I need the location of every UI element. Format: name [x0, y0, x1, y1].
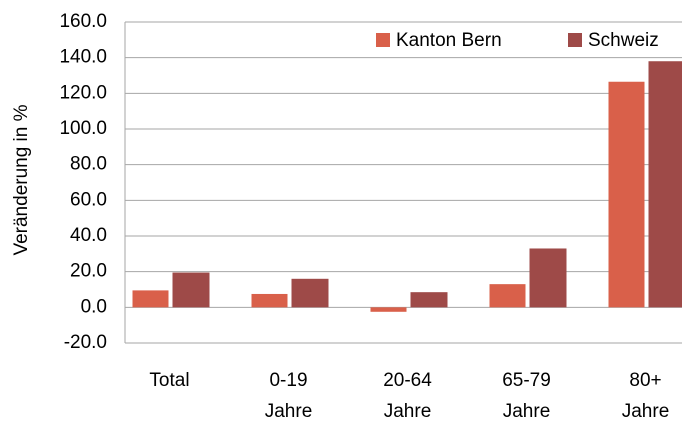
x-tick-label: 65-79 Jahre [502, 370, 551, 422]
y-axis-title: Veränderung in % [11, 104, 32, 255]
y-tick-label: 60.0 [70, 189, 107, 210]
x-tick-label: 0-19 Jahre [264, 370, 313, 422]
bar [132, 290, 169, 308]
bar [529, 248, 567, 308]
bar [251, 293, 288, 308]
legend-swatch [376, 33, 390, 47]
bar [648, 61, 682, 308]
x-tick-label: 20-64 Jahre [383, 370, 432, 422]
y-tick-label: 40.0 [70, 225, 107, 246]
y-tick-label: 120.0 [59, 82, 107, 103]
bar [608, 81, 645, 308]
y-tick-label: -20.0 [64, 332, 107, 353]
y-tick-label: 100.0 [59, 118, 107, 139]
y-tick-label: 0.0 [81, 296, 107, 317]
bar [489, 284, 526, 308]
y-tick-label: 160.0 [59, 11, 107, 32]
y-tick-label: 80.0 [70, 154, 107, 175]
x-tick-label: Total [149, 370, 190, 391]
legend-swatch [568, 33, 582, 47]
y-tick-label: 20.0 [70, 261, 107, 282]
bar [370, 307, 407, 312]
legend-label: Schweiz [588, 30, 659, 51]
y-tick-label: 140.0 [59, 47, 107, 68]
x-tick-label: 80+ Jahre [621, 370, 670, 422]
bar [172, 272, 210, 308]
legend-label: Kanton Bern [396, 30, 502, 51]
bar [291, 278, 329, 308]
bar [410, 292, 448, 308]
